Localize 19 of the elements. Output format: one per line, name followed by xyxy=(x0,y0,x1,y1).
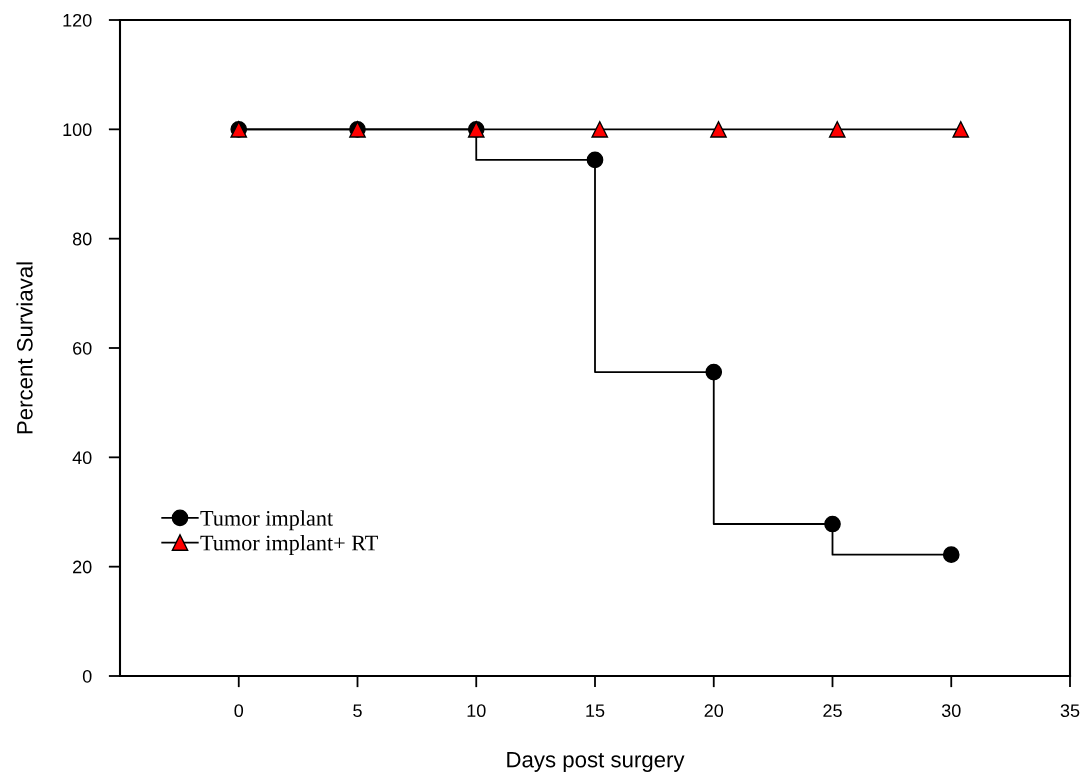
x-tick-label: 35 xyxy=(1060,704,1080,718)
x-tick-label: 30 xyxy=(941,704,961,718)
y-tick-label: 0 xyxy=(82,669,92,683)
y-tick-label: 40 xyxy=(72,451,92,465)
x-tick-label: 20 xyxy=(704,704,724,718)
y-tick-label: 80 xyxy=(72,232,92,246)
y-tick-label: 20 xyxy=(73,560,92,574)
y-tick-label: 60 xyxy=(73,341,92,355)
x-axis-title: Days post surgery xyxy=(507,751,685,772)
x-tick-label: 25 xyxy=(823,704,842,718)
y-axis-title: Percent Surviaval xyxy=(16,262,33,434)
y-tick-label: 100 xyxy=(63,123,92,137)
x-tick-label: 10 xyxy=(467,704,486,718)
x-tick-label: 15 xyxy=(586,704,605,718)
x-tick-label: 5 xyxy=(353,704,362,718)
legend-label: Tumor implant+ RT xyxy=(200,534,378,556)
y-tick-label: 120 xyxy=(63,13,92,27)
legend-label: Tumor implant xyxy=(200,510,334,531)
x-tick-label: 0 xyxy=(234,704,244,718)
